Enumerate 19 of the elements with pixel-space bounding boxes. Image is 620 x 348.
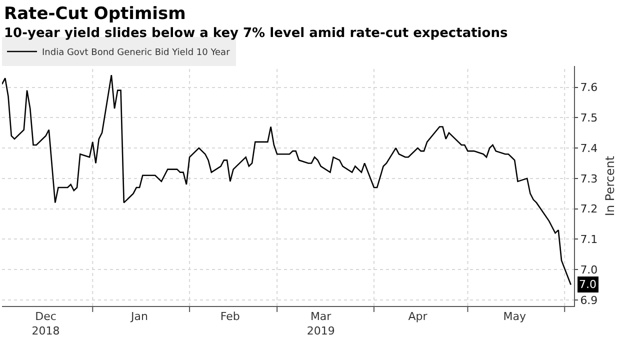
chart-title: Rate-Cut Optimism — [4, 4, 186, 24]
y-tick-label: 6.9 — [580, 294, 598, 307]
y-tick-label: 7.6 — [580, 81, 598, 94]
y-tick-label: 7.2 — [580, 202, 598, 216]
line-series — [2, 74, 572, 286]
y-tick-label: 7.3 — [580, 172, 598, 186]
x-tick-label: Dec 2018 — [32, 310, 60, 338]
x-tick-label: Jan — [130, 310, 148, 324]
chart-subtitle: 10-year yield slides below a key 7% level amid rate-cut expectations — [4, 26, 508, 41]
y-tick-label: 7.4 — [580, 142, 598, 155]
x-tick-label: May — [503, 310, 526, 324]
x-tick-label: Mar 2019 — [306, 310, 335, 338]
legend-label: India Govt Bond Generic Bid Yield 10 Year — [42, 48, 230, 58]
y-tick-label: 7.0 — [580, 263, 598, 276]
x-tick-label: Feb — [220, 310, 240, 324]
y-axis-title: In Percent — [603, 156, 617, 216]
y-tick-label: 7.1 — [580, 233, 598, 246]
x-tick-label: Apr — [408, 310, 428, 324]
y-tick-label: 7.5 — [580, 112, 598, 124]
